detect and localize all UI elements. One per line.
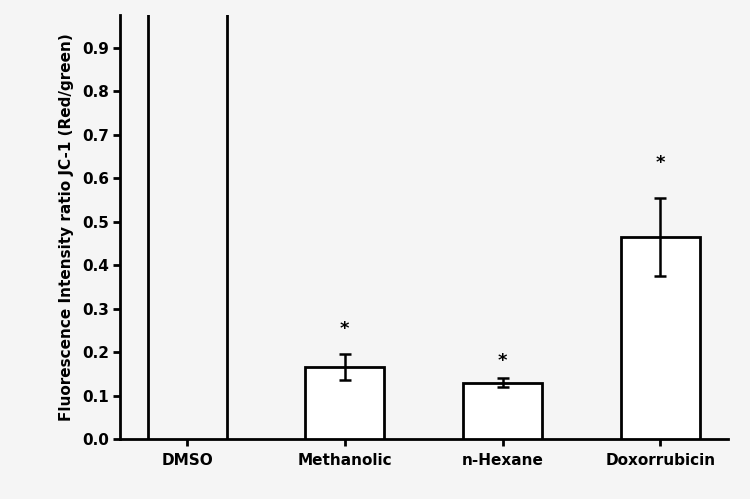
- Y-axis label: Fluorescence Intensity ratio JC-1 (Red/green): Fluorescence Intensity ratio JC-1 (Red/g…: [58, 33, 74, 421]
- Bar: [148, 0, 226, 439]
- Bar: [464, 383, 542, 439]
- Bar: [621, 237, 700, 439]
- Text: *: *: [656, 154, 665, 172]
- Text: *: *: [498, 352, 508, 370]
- Bar: [305, 367, 384, 439]
- Text: *: *: [340, 320, 350, 338]
